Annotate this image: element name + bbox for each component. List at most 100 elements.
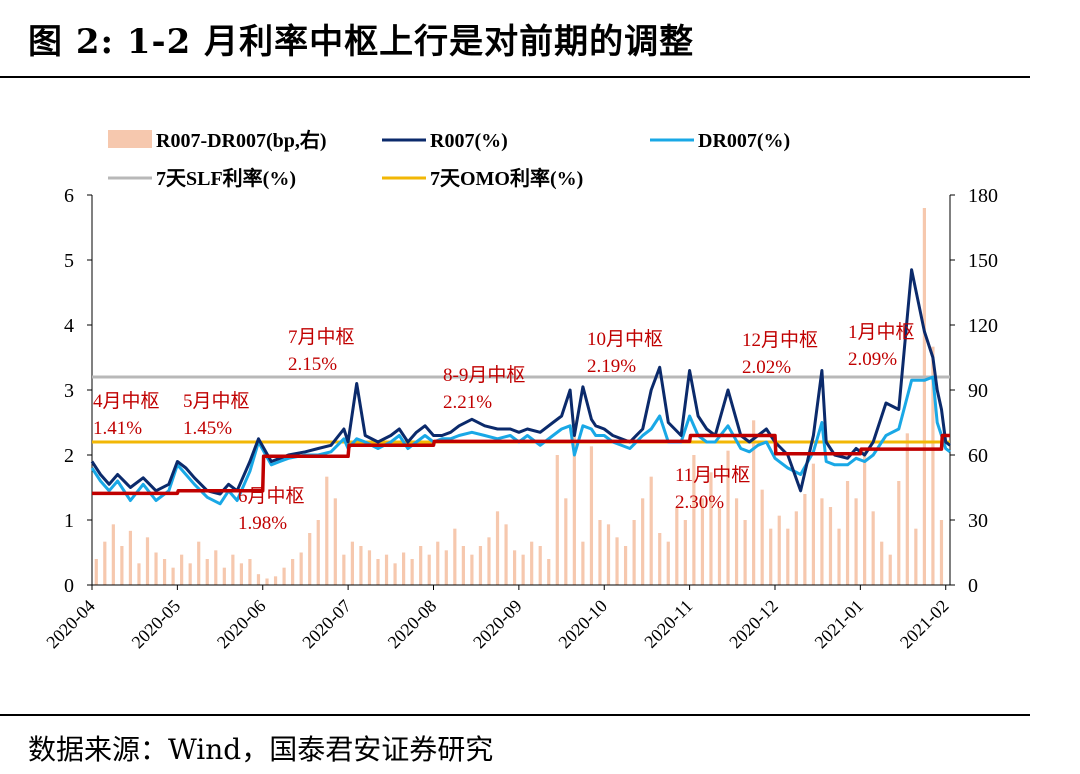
bar-r007-dr007 <box>538 546 542 585</box>
annotation-label: 1月中枢 <box>848 321 915 343</box>
bar-r007-dr007 <box>760 489 764 585</box>
bar-r007-dr007 <box>410 559 414 585</box>
line-center <box>92 433 950 496</box>
y-left-tick-label: 1 <box>64 510 74 532</box>
y-left-tick-label: 5 <box>64 250 74 272</box>
bar-r007-dr007 <box>606 524 611 585</box>
y-right-tick-label: 90 <box>968 380 988 402</box>
x-tick-label: 2020-04 <box>42 596 99 653</box>
bar-r007-dr007 <box>683 520 687 585</box>
bar-r007-dr007 <box>709 472 713 585</box>
bar-r007-dr007 <box>214 550 218 585</box>
bar-r007-dr007 <box>419 546 423 585</box>
bar-r007-dr007 <box>333 498 337 585</box>
bar-r007-dr007 <box>265 578 269 585</box>
bar-r007-dr007 <box>367 550 372 585</box>
legend-label: 7天SLF利率(%) <box>156 166 296 190</box>
x-tick-label: 2020-07 <box>298 596 355 653</box>
top-rule <box>0 76 1030 78</box>
bar-r007-dr007 <box>308 533 312 585</box>
bar-r007-dr007 <box>282 567 286 585</box>
bar-r007-dr007 <box>717 507 722 585</box>
annotation-label: 12月中枢 <box>742 329 818 351</box>
bar-r007-dr007 <box>299 552 303 585</box>
legend-label: R007(%) <box>430 130 508 152</box>
bar-r007-dr007 <box>547 559 551 585</box>
annotation-value: 1.41% <box>93 418 142 439</box>
bar-r007-dr007 <box>94 559 98 585</box>
annotation-label: 10月中枢 <box>587 328 663 350</box>
bar-r007-dr007 <box>777 515 781 585</box>
x-tick-label: 2020-10 <box>554 596 611 653</box>
x-tick-label: 2020-08 <box>384 596 441 653</box>
bar-r007-dr007 <box>845 481 850 585</box>
bar-r007-dr007 <box>914 528 918 585</box>
bar-r007-dr007 <box>342 554 346 585</box>
bar-r007-dr007 <box>615 537 619 585</box>
bar-r007-dr007 <box>350 541 354 585</box>
y-left-tick-label: 6 <box>64 185 74 207</box>
bar-r007-dr007 <box>700 498 705 585</box>
annotation-value: 2.30% <box>675 492 724 513</box>
bar-r007-dr007 <box>922 208 926 585</box>
y-right-tick-label: 150 <box>968 250 998 272</box>
x-tick-label: 2020-11 <box>640 596 696 652</box>
line-r007 <box>90 268 951 496</box>
bar-r007-dr007 <box>734 498 739 585</box>
y-left-tick-label: 3 <box>64 380 74 402</box>
bar-r007-dr007 <box>239 563 244 585</box>
bar-r007-dr007 <box>128 530 133 585</box>
bar-r007-dr007 <box>495 511 500 585</box>
bar-r007-dr007 <box>897 481 901 585</box>
bar-r007-dr007 <box>811 463 816 585</box>
bar-r007-dr007 <box>649 476 653 585</box>
bar-r007-dr007 <box>863 450 867 585</box>
bar-r007-dr007 <box>828 507 833 585</box>
y-right-tick-label: 60 <box>968 445 988 467</box>
bar-r007-dr007 <box>504 524 508 585</box>
annotation-label: 11月中枢 <box>675 464 750 486</box>
bar-r007-dr007 <box>103 541 107 585</box>
bar-r007-dr007 <box>120 546 124 585</box>
bar-r007-dr007 <box>564 498 568 585</box>
x-tick-label: 2021-02 <box>896 596 953 653</box>
legend-swatch-bar <box>108 130 152 148</box>
bar-r007-dr007 <box>598 520 602 585</box>
bar-r007-dr007 <box>530 541 534 585</box>
bar-r007-dr007 <box>589 446 594 585</box>
bar-r007-dr007 <box>291 559 295 585</box>
bar-r007-dr007 <box>803 494 807 585</box>
bar-r007-dr007 <box>786 528 790 585</box>
bar-r007-dr007 <box>632 520 636 585</box>
figure-source: 数据来源：Wind，国泰君安证券研究 <box>28 733 494 766</box>
bar-r007-dr007 <box>205 559 209 585</box>
legend-label: DR007(%) <box>698 130 790 152</box>
bar-r007-dr007 <box>359 546 363 585</box>
bar-r007-dr007 <box>461 546 465 585</box>
bar-r007-dr007 <box>794 511 798 585</box>
bar-r007-dr007 <box>171 567 175 585</box>
bar-r007-dr007 <box>325 476 329 585</box>
legend-label: 7天OMO利率(%) <box>430 166 583 190</box>
x-tick-label: 2020-09 <box>469 596 526 653</box>
y-left-tick-label: 2 <box>64 445 74 467</box>
bar-r007-dr007 <box>384 554 389 585</box>
bar-r007-dr007 <box>256 574 261 585</box>
bar-r007-dr007 <box>197 541 201 585</box>
bar-r007-dr007 <box>555 455 559 585</box>
bar-r007-dr007 <box>231 554 235 585</box>
bar-r007-dr007 <box>743 520 747 585</box>
bar-r007-dr007 <box>675 507 679 585</box>
bar-r007-dr007 <box>752 420 756 585</box>
bottom-rule <box>0 714 1030 716</box>
bar-r007-dr007 <box>572 420 576 585</box>
bar-r007-dr007 <box>854 498 858 585</box>
annotation-value: 1.45% <box>183 418 232 439</box>
bar-r007-dr007 <box>641 498 645 585</box>
legend-label: R007-DR007(bp,右) <box>156 128 327 152</box>
bar-r007-dr007 <box>154 552 158 585</box>
bar-r007-dr007 <box>188 563 192 585</box>
bar-r007-dr007 <box>658 533 662 585</box>
y-right-tick-label: 180 <box>968 185 998 207</box>
